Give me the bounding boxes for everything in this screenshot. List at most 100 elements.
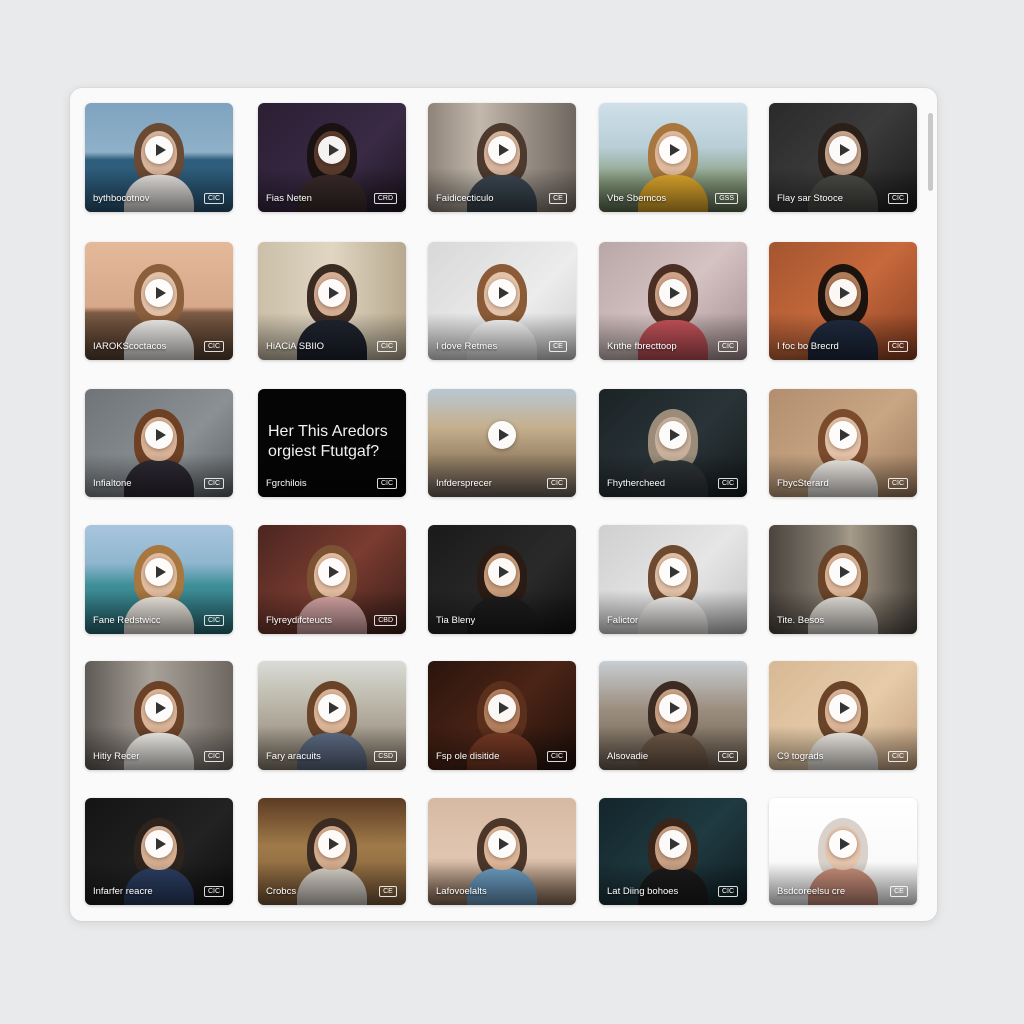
video-tile[interactable]: Vbe Sbemcos GSS	[599, 103, 747, 212]
caption-badge: CIC	[717, 478, 738, 489]
video-tile[interactable]: Her This Aredors orgiest Ftutgaf? Fgrchil…	[258, 389, 406, 497]
play-icon[interactable]	[659, 278, 687, 307]
video-tile[interactable]: Knthe fbrecttoop CIC	[599, 242, 747, 360]
video-tile[interactable]: Tia Bleny	[428, 525, 576, 634]
video-tile[interactable]: Fsp ole disitide CIC	[428, 661, 576, 770]
play-icon[interactable]	[829, 278, 857, 307]
video-caption: Bsdcoreelsu cre	[777, 886, 846, 897]
caption-gradient	[258, 453, 406, 497]
play-icon[interactable]	[318, 693, 346, 722]
play-icon[interactable]	[829, 421, 857, 450]
play-icon[interactable]	[659, 830, 687, 858]
caption-gradient	[769, 862, 917, 905]
caption-gradient	[258, 726, 406, 770]
caption-gradient	[428, 726, 576, 770]
video-tile[interactable]: IAROKScoctacos CIC	[85, 242, 233, 360]
play-icon[interactable]	[829, 830, 857, 858]
play-icon[interactable]	[488, 830, 516, 858]
video-tile[interactable]: Alsovadie CIC	[599, 661, 747, 770]
caption-gradient	[599, 590, 747, 634]
caption-badge: CIC	[887, 193, 908, 204]
play-icon[interactable]	[488, 557, 516, 586]
video-tile[interactable]: Hitiy Recer CIC	[85, 661, 233, 770]
video-tile[interactable]: Infdersprecer CIC	[428, 389, 576, 497]
video-tile[interactable]: Lat Diing bohoes CIC	[599, 798, 747, 905]
video-caption: Flyreydifcteucts	[266, 615, 332, 626]
video-tile[interactable]: Fhythercheed CIC	[599, 389, 747, 497]
play-icon[interactable]	[145, 135, 173, 164]
vertical-scrollbar[interactable]	[928, 113, 933, 191]
play-icon[interactable]	[318, 278, 346, 307]
video-tile[interactable]: Falictor	[599, 525, 747, 634]
video-tile[interactable]: Fane Redstwicc CIC	[85, 525, 233, 634]
caption-gradient	[258, 312, 406, 360]
video-tile[interactable]: Fias Neten CRD	[258, 103, 406, 212]
video-grid: bythbocotnov CIC Fias Neten CRD Faidicecticu…	[85, 103, 917, 907]
video-tile[interactable]: I foc bo Brecrd CIC	[769, 242, 917, 360]
caption-gradient	[769, 726, 917, 770]
play-icon[interactable]	[145, 557, 173, 586]
play-icon[interactable]	[488, 421, 516, 450]
play-icon[interactable]	[488, 693, 516, 722]
caption-gradient	[599, 453, 747, 497]
caption-badge: CE	[549, 193, 567, 204]
video-caption: Fgrchilois	[266, 478, 307, 489]
video-tile[interactable]: Flyreydifcteucts CBD	[258, 525, 406, 634]
caption-gradient	[769, 168, 917, 212]
play-icon[interactable]	[659, 693, 687, 722]
play-icon[interactable]	[829, 693, 857, 722]
play-icon[interactable]	[318, 830, 346, 858]
video-caption: Fane Redstwicc	[93, 615, 161, 626]
play-icon[interactable]	[829, 135, 857, 164]
play-icon[interactable]	[318, 135, 346, 164]
play-icon[interactable]	[659, 557, 687, 586]
video-caption: Tite. Besos	[777, 615, 825, 626]
caption-gradient	[258, 590, 406, 634]
caption-badge: CIC	[203, 193, 224, 204]
video-tile[interactable]: Tite. Besos	[769, 525, 917, 634]
caption-badge: CIC	[887, 751, 908, 762]
video-tile[interactable]: Lafovoelalts	[428, 798, 576, 905]
video-caption: Crobcs	[266, 886, 297, 897]
play-icon[interactable]	[145, 278, 173, 307]
video-tile[interactable]: Faidicecticulo CE	[428, 103, 576, 212]
play-icon[interactable]	[488, 278, 516, 307]
play-icon[interactable]	[145, 693, 173, 722]
caption-gradient	[258, 862, 406, 905]
caption-badge: CRD	[373, 193, 397, 204]
caption-gradient	[599, 726, 747, 770]
video-caption: Fhythercheed	[607, 478, 666, 489]
video-tile[interactable]: Infarfer reacre CIC	[85, 798, 233, 905]
video-tile[interactable]: Infialtone CIC	[85, 389, 233, 497]
video-tile[interactable]: Fary aracuits CSD	[258, 661, 406, 770]
video-gallery-panel: bythbocotnov CIC Fias Neten CRD Faidicecticu…	[70, 88, 937, 921]
video-caption: bythbocotnov	[93, 193, 150, 204]
video-caption: Vbe Sbemcos	[607, 193, 667, 204]
play-icon[interactable]	[145, 421, 173, 450]
video-tile[interactable]: Flay sar Stooce CIC	[769, 103, 917, 212]
caption-gradient	[599, 312, 747, 360]
video-tile[interactable]: HiACiA SBIIO CIC	[258, 242, 406, 360]
caption-badge: CIC	[203, 478, 224, 489]
caption-badge: CIC	[546, 751, 567, 762]
video-tile[interactable]: I dove Retmes CE	[428, 242, 576, 360]
video-tile[interactable]: FbycSterard CIC	[769, 389, 917, 497]
caption-gradient	[599, 168, 747, 212]
video-caption: Falictor	[607, 615, 639, 626]
play-icon[interactable]	[488, 135, 516, 164]
video-tile[interactable]: bythbocotnov CIC	[85, 103, 233, 212]
play-icon[interactable]	[318, 557, 346, 586]
play-icon[interactable]	[659, 135, 687, 164]
play-icon[interactable]	[145, 830, 173, 858]
play-icon[interactable]	[829, 557, 857, 586]
caption-badge: CIC	[546, 478, 567, 489]
video-tile[interactable]: Bsdcoreelsu cre CE	[769, 798, 917, 905]
video-caption: IAROKScoctacos	[93, 341, 167, 352]
video-tile[interactable]: Crobcs CE	[258, 798, 406, 905]
video-tile[interactable]: C9 tograds CIC	[769, 661, 917, 770]
caption-badge: CE	[549, 341, 567, 352]
play-icon[interactable]	[659, 421, 687, 450]
caption-gradient	[85, 590, 233, 634]
video-caption: Infialtone	[93, 478, 132, 489]
video-caption: Faidicecticulo	[436, 193, 494, 204]
